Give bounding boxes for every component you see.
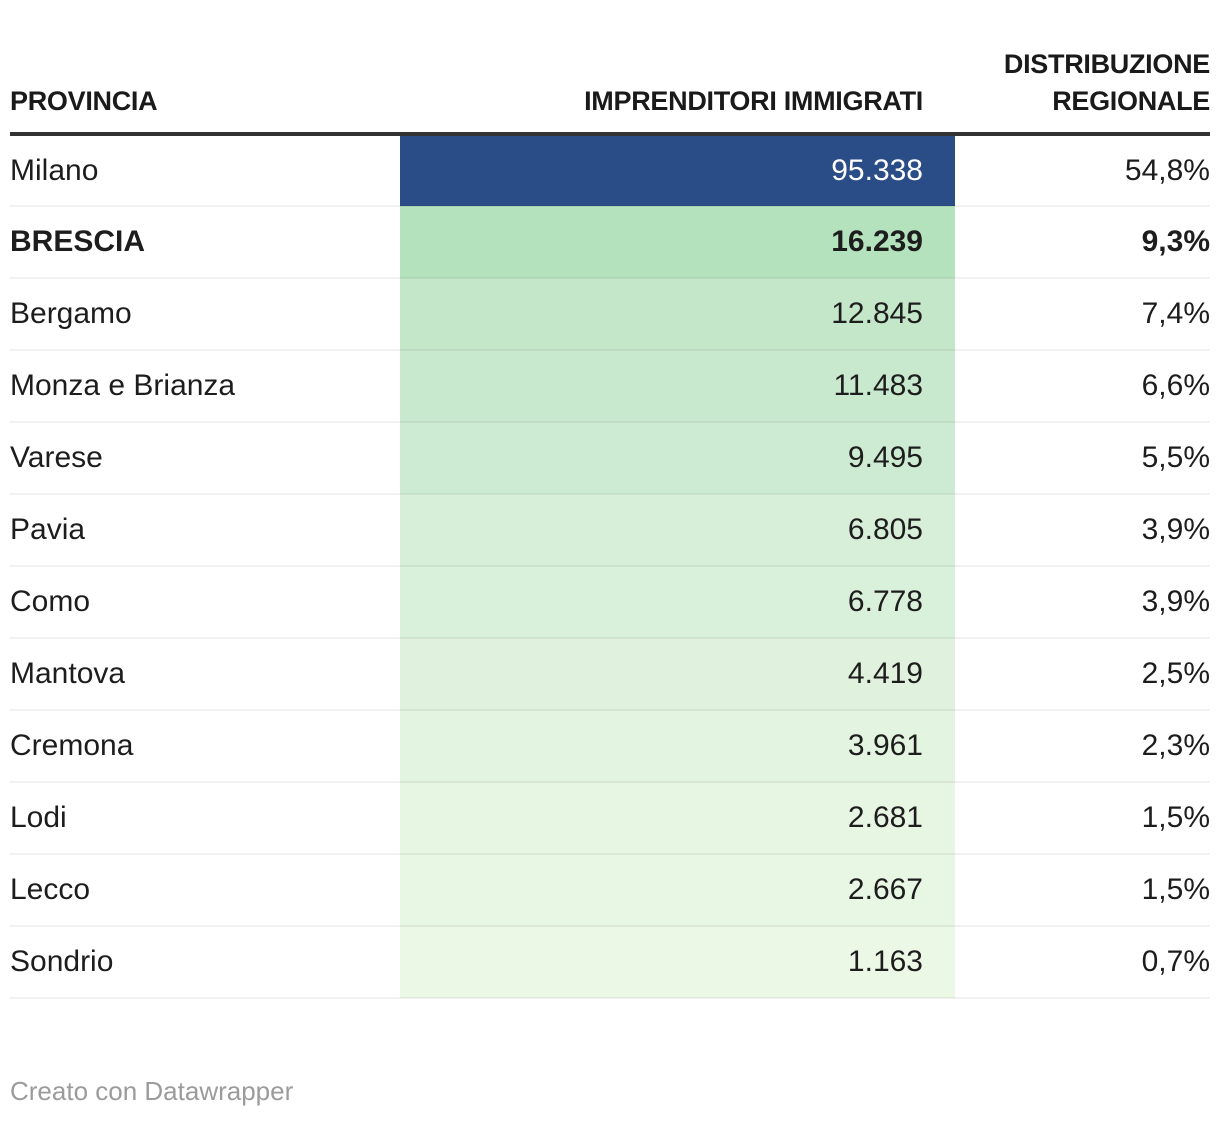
column-header-provincia: PROVINCIA (10, 0, 400, 136)
percentage-cell: 9,3% (955, 205, 1210, 278)
percentage-cell: 5,5% (955, 421, 1210, 494)
value-cell-heatmap: 2.667 (400, 853, 955, 926)
province-cell: Varese (10, 421, 400, 494)
percentage-cell: 1,5% (955, 853, 1210, 926)
table-row: Cremona 3.961 2,3% (10, 709, 1210, 782)
province-cell: Lecco (10, 853, 400, 926)
value-cell-heatmap: 3.961 (400, 709, 955, 782)
table-row: Pavia 6.805 3,9% (10, 493, 1210, 566)
value-cell-heatmap: 16.239 (400, 205, 955, 278)
percentage-cell: 54,8% (1124, 153, 1210, 187)
table-row: Bergamo 12.845 7,4% (10, 277, 1210, 350)
table-row: Lecco 2.667 1,5% (10, 853, 1210, 926)
province-cell: Sondrio (10, 925, 400, 999)
table-row: Monza e Brianza 11.483 6,6% (10, 349, 1210, 422)
percentage-cell: 2,3% (955, 709, 1210, 782)
table-row: Mantova 4.419 2,5% (10, 637, 1210, 710)
percentage-cell: 6,6% (955, 349, 1210, 422)
table-row: BRESCIA 16.239 9,3% (10, 205, 1210, 278)
value-cell-heatmap: 95.338 (400, 134, 955, 206)
column-header-imprenditori-immigrati: IMPRENDITORI IMMIGRATI (400, 0, 955, 136)
province-cell: Cremona (10, 709, 400, 782)
column-header-distribuzione-regionale: DISTRIBUZIONE REGIONALE (955, 0, 1210, 136)
percentage-cell: 0,7% (955, 925, 1210, 999)
value-cell-heatmap: 9.495 (400, 421, 955, 494)
table-row: Milano 95.338 54,8% (10, 134, 1210, 206)
province-cell: Como (10, 565, 400, 638)
value-cell-heatmap: 6.805 (400, 493, 955, 566)
value-cell-heatmap: 12.845 (400, 277, 955, 350)
table-row: Lodi 2.681 1,5% (10, 781, 1210, 854)
province-cell: BRESCIA (10, 205, 400, 278)
province-cell: Lodi (10, 781, 400, 854)
data-table: PROVINCIA IMPRENDITORI IMMIGRATI DISTRIB… (10, 0, 1210, 999)
province-cell: Pavia (10, 493, 400, 566)
value-cell-heatmap: 11.483 (400, 349, 955, 422)
percentage-cell: 1,5% (955, 781, 1210, 854)
province-cell: Bergamo (10, 277, 400, 350)
province-cell: Monza e Brianza (10, 349, 400, 422)
province-cell: Milano (10, 153, 99, 187)
value-cell-heatmap: 6.778 (400, 565, 955, 638)
value-cell-heatmap: 4.419 (400, 637, 955, 710)
table-row: Como 6.778 3,9% (10, 565, 1210, 638)
percentage-cell: 7,4% (955, 277, 1210, 350)
percentage-cell: 3,9% (955, 565, 1210, 638)
percentage-cell: 2,5% (955, 637, 1210, 710)
table-row: Sondrio 1.163 0,7% (10, 925, 1210, 999)
table-row: Varese 9.495 5,5% (10, 421, 1210, 494)
datawrapper-table-chart: PROVINCIA IMPRENDITORI IMMIGRATI DISTRIB… (10, 0, 1210, 1106)
attribution-text: Creato con Datawrapper (10, 1076, 294, 1106)
value-cell-heatmap: 2.681 (400, 781, 955, 854)
table-header: PROVINCIA IMPRENDITORI IMMIGRATI DISTRIB… (10, 0, 1210, 136)
table-body: Milano 95.338 54,8% BRESCIA 16.239 9,3% … (10, 134, 1210, 999)
percentage-cell: 3,9% (955, 493, 1210, 566)
value-cell-heatmap: 1.163 (400, 925, 955, 999)
province-cell: Mantova (10, 637, 400, 710)
